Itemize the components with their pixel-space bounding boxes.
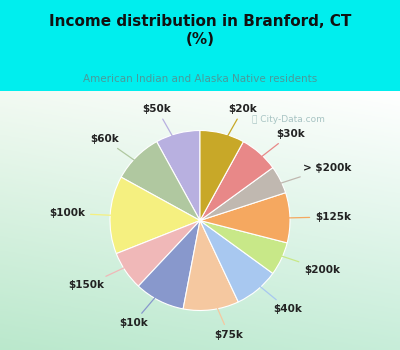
Text: > $200k: > $200k xyxy=(263,163,351,189)
Text: $150k: $150k xyxy=(69,260,142,290)
Text: $20k: $20k xyxy=(218,104,257,153)
Text: $50k: $50k xyxy=(143,104,182,153)
Wedge shape xyxy=(200,142,273,220)
Text: $30k: $30k xyxy=(247,129,305,168)
Text: $60k: $60k xyxy=(90,134,150,171)
Wedge shape xyxy=(200,220,273,302)
Wedge shape xyxy=(200,220,287,273)
Text: $100k: $100k xyxy=(49,208,130,218)
Wedge shape xyxy=(116,220,200,286)
Text: American Indian and Alaska Native residents: American Indian and Alaska Native reside… xyxy=(83,74,317,84)
Text: $75k: $75k xyxy=(210,290,243,340)
Text: $125k: $125k xyxy=(270,212,351,222)
Text: $40k: $40k xyxy=(245,274,302,314)
Wedge shape xyxy=(138,220,200,309)
Wedge shape xyxy=(183,220,238,310)
Text: ⓘ City-Data.com: ⓘ City-Data.com xyxy=(252,115,324,124)
Wedge shape xyxy=(200,193,290,243)
Wedge shape xyxy=(110,177,200,254)
Wedge shape xyxy=(200,168,286,220)
Wedge shape xyxy=(121,142,200,220)
Wedge shape xyxy=(157,131,200,220)
Text: $200k: $200k xyxy=(264,250,340,274)
Wedge shape xyxy=(200,131,243,220)
Text: $10k: $10k xyxy=(119,283,168,328)
Text: Income distribution in Branford, CT
(%): Income distribution in Branford, CT (%) xyxy=(49,14,351,47)
